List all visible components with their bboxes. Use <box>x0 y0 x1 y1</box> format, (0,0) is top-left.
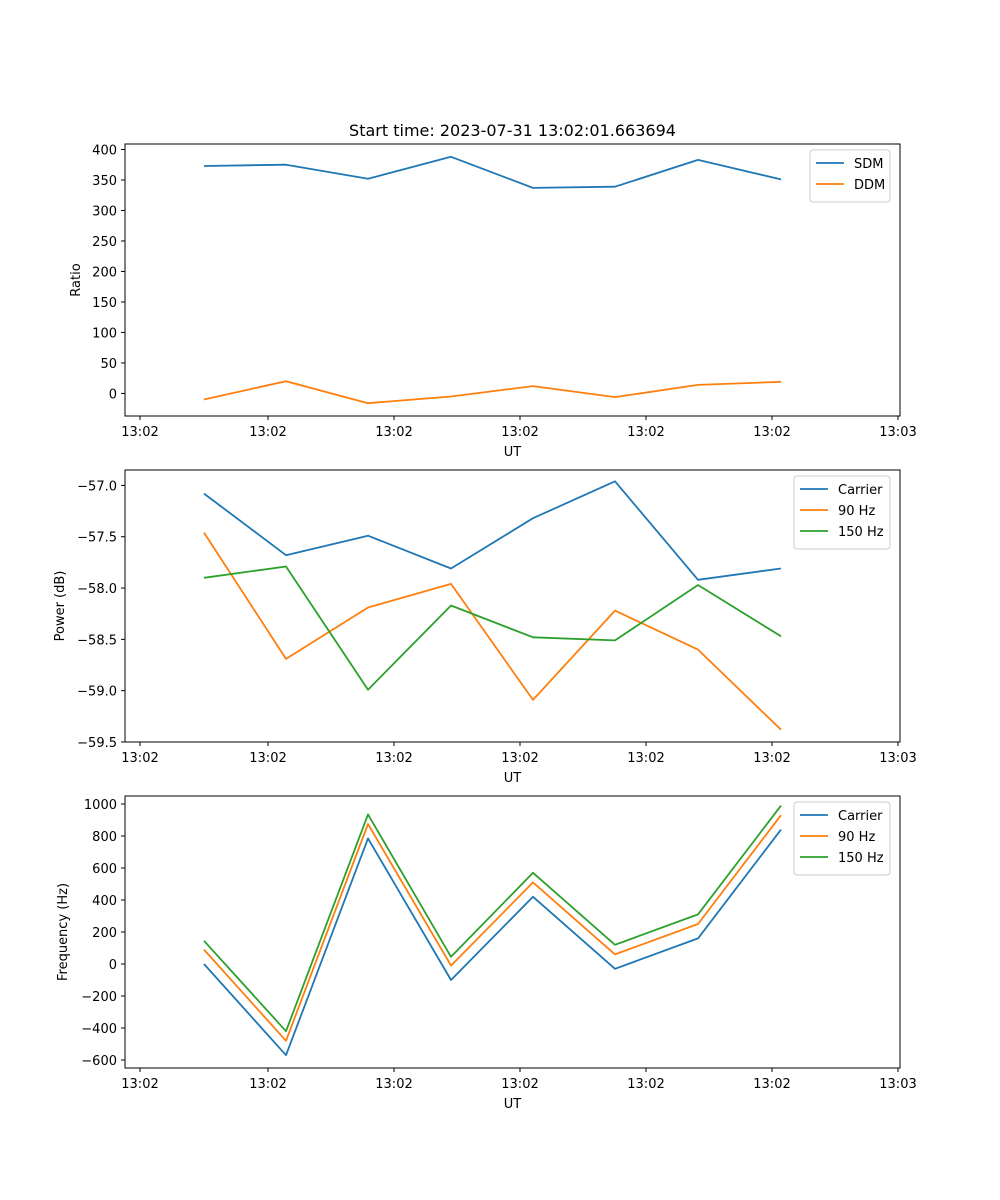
x-tick-label: 13:03 <box>879 751 916 766</box>
series-lines <box>203 805 782 1057</box>
y-tick-label: −57.0 <box>77 479 117 494</box>
legend-entry: DDM <box>854 178 885 193</box>
y-tick-label: −200 <box>81 990 117 1005</box>
x-tick-label: 13:02 <box>121 751 158 766</box>
series-line-carrier <box>203 829 782 1057</box>
x-tick-label: 13:02 <box>249 1077 286 1092</box>
y-axis-label: Power (dB) <box>53 571 68 642</box>
y-tick-label: 300 <box>92 204 117 219</box>
axis-ticks: 13:02 13:02 13:02 13:02 13:02 13:02 13:03 0 50 10… <box>92 143 917 440</box>
x-tick-label: 13:02 <box>249 751 286 766</box>
x-axis-label: UT <box>504 1097 522 1112</box>
subplot-ratio: Start time: 2023-07-31 13:02:01.663694 U… <box>69 121 917 460</box>
x-tick-label: 13:02 <box>121 1077 158 1092</box>
y-axis-label: Frequency (Hz) <box>56 883 71 981</box>
y-tick-label: −600 <box>81 1054 117 1069</box>
axis-ticks: 13:02 13:02 13:02 13:02 13:02 13:02 13:03 −600 −… <box>81 798 916 1092</box>
y-axis-label: Ratio <box>69 263 84 296</box>
series-line-ddm <box>203 380 782 405</box>
axis-ticks: 13:02 13:02 13:02 13:02 13:02 13:02 13:03 −59.5… <box>77 479 917 766</box>
legend-entry: Carrier <box>838 809 883 824</box>
y-tick-label: 200 <box>92 926 117 941</box>
x-axis-label: UT <box>504 445 522 460</box>
x-tick-label: 13:02 <box>753 1077 790 1092</box>
series-line-90-hz <box>203 814 782 1042</box>
x-tick-label: 13:02 <box>753 751 790 766</box>
y-tick-label: −59.0 <box>77 685 117 700</box>
legend-entry: 90 Hz <box>838 504 875 519</box>
subplot-frequency: UT Frequency (Hz) 13:02 13:02 13:02 13:02 13… <box>56 795 917 1112</box>
x-tick-label: 13:02 <box>375 751 412 766</box>
x-tick-label: 13:02 <box>501 1077 538 1092</box>
series-lines <box>203 480 782 731</box>
x-tick-label: 13:02 <box>375 1077 412 1092</box>
y-tick-label: −58.0 <box>77 582 117 597</box>
series-line-sdm <box>203 155 782 189</box>
legend-entry: Carrier <box>838 483 883 498</box>
x-tick-label: 13:02 <box>627 1077 664 1092</box>
y-tick-label: −58.5 <box>77 633 117 648</box>
series-lines <box>203 155 782 405</box>
x-tick-label: 13:02 <box>121 425 158 440</box>
y-tick-label: 250 <box>92 235 117 250</box>
x-tick-label: 13:03 <box>879 1077 916 1092</box>
y-tick-label: −59.5 <box>77 736 117 751</box>
y-tick-label: 0 <box>109 958 117 973</box>
x-tick-label: 13:02 <box>627 751 664 766</box>
legend: Carrier 90 Hz 150 Hz <box>793 475 891 550</box>
plot-frame <box>124 143 901 417</box>
y-tick-label: −400 <box>81 1022 117 1037</box>
x-tick-label: 13:02 <box>501 425 538 440</box>
plot-frame <box>124 469 901 743</box>
y-tick-label: 0 <box>109 387 117 402</box>
series-line-90-hz <box>203 532 782 731</box>
y-tick-label: −57.5 <box>77 531 117 546</box>
x-axis-label: UT <box>504 771 522 786</box>
x-tick-label: 13:03 <box>879 425 916 440</box>
series-line-150-hz <box>203 805 782 1033</box>
legend-entry: 150 Hz <box>838 525 884 540</box>
legend-entry: 150 Hz <box>838 851 884 866</box>
y-tick-label: 800 <box>92 830 117 845</box>
y-tick-label: 1000 <box>84 798 117 813</box>
y-tick-label: 100 <box>92 326 117 341</box>
chart-title: Start time: 2023-07-31 13:02:01.663694 <box>349 121 676 140</box>
legend-entry: SDM <box>854 157 883 172</box>
x-tick-label: 13:02 <box>501 751 538 766</box>
series-line-150-hz <box>203 565 782 691</box>
legend: Carrier 90 Hz 150 Hz <box>793 801 891 876</box>
x-tick-label: 13:02 <box>627 425 664 440</box>
y-tick-label: 400 <box>92 143 117 158</box>
y-tick-label: 400 <box>92 894 117 909</box>
plot-frame <box>124 795 901 1069</box>
x-tick-label: 13:02 <box>375 425 412 440</box>
series-line-carrier <box>203 480 782 581</box>
legend: SDM DDM <box>809 149 891 203</box>
y-tick-label: 50 <box>100 357 117 372</box>
legend-entry: 90 Hz <box>838 830 875 845</box>
subplot-power: UT Power (dB) 13:02 13:02 13:02 13:02 13:02 1… <box>53 469 917 786</box>
y-tick-label: 600 <box>92 862 117 877</box>
y-tick-label: 200 <box>92 265 117 280</box>
x-tick-label: 13:02 <box>753 425 790 440</box>
y-tick-label: 350 <box>92 174 117 189</box>
y-tick-label: 150 <box>92 296 117 311</box>
x-tick-label: 13:02 <box>249 425 286 440</box>
